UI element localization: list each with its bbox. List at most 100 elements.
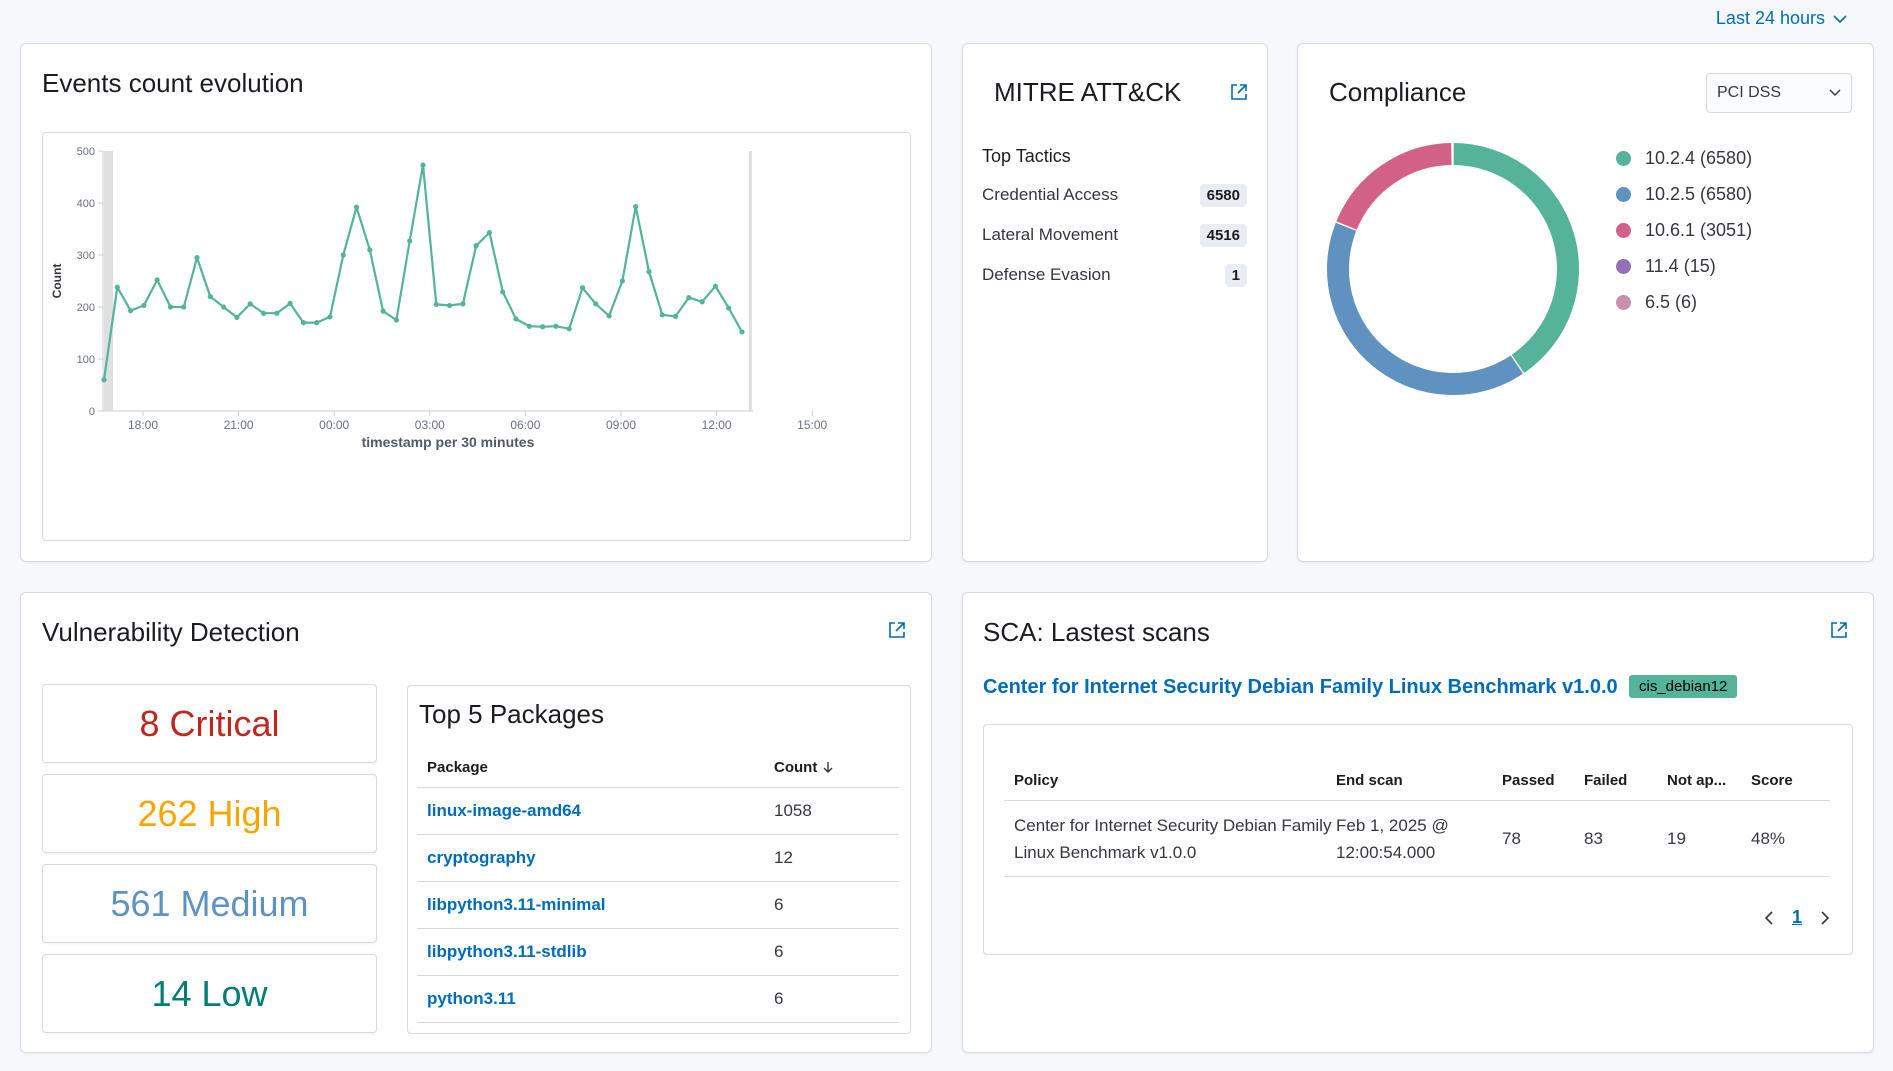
page-number-current[interactable]: 1 xyxy=(1791,907,1802,927)
x-tick-label: 21:00 xyxy=(224,418,254,432)
column-header-score[interactable]: Score xyxy=(1751,772,1793,789)
column-header-package[interactable]: Package xyxy=(427,759,488,776)
data-point xyxy=(340,252,346,258)
package-link[interactable]: libpython3.11-stdlib xyxy=(427,942,587,961)
compliance-panel: Compliance PCI DSS 10.2.4 (6580) 10.2.5 … xyxy=(1297,43,1874,562)
data-point xyxy=(260,310,267,316)
tactic-row[interactable]: Credential Access 6580 xyxy=(982,181,1247,209)
table-row: libpython3.11-stdlib 6 xyxy=(417,929,899,976)
tactic-count-badge: 1 xyxy=(1224,263,1247,287)
data-point xyxy=(699,299,705,305)
x-axis-title: timestamp per 30 minutes xyxy=(362,434,535,450)
tactic-name: Defense Evasion xyxy=(982,265,1111,284)
passed-cell: 78 xyxy=(1502,828,1521,848)
severity-high-card[interactable]: 262 High xyxy=(42,774,377,853)
column-header-not-applicable[interactable]: Not ap... xyxy=(1667,772,1727,789)
data-point xyxy=(646,269,652,275)
data-point xyxy=(606,313,612,319)
package-count: 6 xyxy=(774,989,784,1008)
chevron-right-icon[interactable] xyxy=(1820,910,1830,926)
time-picker[interactable]: Last 24 hours xyxy=(1716,8,1847,29)
severity-low-card[interactable]: 14 Low xyxy=(42,954,377,1033)
data-point xyxy=(486,230,493,236)
x-tick-label: 18:00 xyxy=(128,418,158,432)
external-link-icon[interactable] xyxy=(1229,82,1249,102)
y-tick-label: 200 xyxy=(77,302,95,314)
panel-title: Vulnerability Detection xyxy=(42,617,300,647)
column-header-count[interactable]: Count xyxy=(774,759,899,776)
y-tick-label: 400 xyxy=(77,198,95,210)
data-point xyxy=(221,304,227,310)
data-point xyxy=(380,308,386,314)
package-count: 6 xyxy=(774,895,784,914)
x-tick-label: 00:00 xyxy=(319,418,349,432)
tactic-count-badge: 6580 xyxy=(1199,183,1247,207)
package-count: 1058 xyxy=(774,801,812,820)
chevron-left-icon[interactable] xyxy=(1764,910,1774,926)
failed-cell: 83 xyxy=(1584,828,1603,848)
donut-slice xyxy=(1336,143,1452,230)
tactic-row[interactable]: Lateral Movement 4516 xyxy=(982,221,1247,249)
legend-item[interactable]: 10.2.5 (6580) xyxy=(1616,176,1752,212)
column-header-policy[interactable]: Policy xyxy=(1014,772,1059,789)
column-header-passed[interactable]: Passed xyxy=(1502,772,1555,789)
legend-label: 10.2.4 (6580) xyxy=(1645,147,1753,168)
legend-label: 11.4 (15) xyxy=(1645,255,1716,276)
data-point xyxy=(500,289,506,295)
table-row: python3.11 6 xyxy=(417,976,899,1023)
column-header-failed[interactable]: Failed xyxy=(1584,772,1628,789)
y-tick-label: 300 xyxy=(77,250,95,262)
package-link[interactable]: python3.11 xyxy=(427,989,516,1008)
legend-item[interactable]: 6.5 (6) xyxy=(1616,284,1752,320)
package-link[interactable]: cryptography xyxy=(427,848,536,867)
top-tactics-heading: Top Tactics xyxy=(982,146,1071,166)
compliance-standard-select[interactable]: PCI DSS xyxy=(1706,73,1852,113)
compliance-legend: 10.2.4 (6580) 10.2.5 (6580) 10.6.1 (3051… xyxy=(1616,140,1752,320)
data-point xyxy=(446,302,453,309)
legend-dot xyxy=(1616,258,1631,274)
package-link[interactable]: linux-image-amd64 xyxy=(427,801,581,820)
table-row: libpython3.11-minimal 6 xyxy=(417,882,899,929)
table-row: linux-image-amd64 1058 xyxy=(417,788,899,835)
table-header: Policy End scan Passed Failed Not ap... … xyxy=(1004,761,1830,801)
data-point xyxy=(367,247,373,253)
series-line xyxy=(102,163,743,380)
data-point xyxy=(314,320,320,326)
donut-slice xyxy=(1327,222,1523,395)
panel-title: MITRE ATT&CK xyxy=(994,77,1182,107)
legend-item[interactable]: 10.2.4 (6580) xyxy=(1616,140,1752,176)
policy-cell: Center for Internet Security Debian Fami… xyxy=(1014,815,1332,862)
severity-medium-card[interactable]: 561 Medium xyxy=(42,864,377,943)
events-count-panel: Events count evolution 0 100 200 300 400 500 1… xyxy=(20,43,932,562)
time-picker-label[interactable]: Last 24 hours xyxy=(1715,8,1825,28)
data-point xyxy=(300,320,306,326)
legend-label: 6.5 (6) xyxy=(1645,291,1698,312)
events-chart: 0 100 200 300 400 500 18:00 21:00 00:00 03:00 06:0… xyxy=(42,132,911,541)
pagination: 1 xyxy=(1764,907,1830,928)
external-link-icon[interactable] xyxy=(887,620,907,640)
package-count: 6 xyxy=(774,942,784,961)
data-point xyxy=(194,255,200,261)
external-link-icon[interactable] xyxy=(1829,620,1849,640)
severity-critical-card[interactable]: 8 Critical xyxy=(42,684,377,763)
y-tick-label: 0 xyxy=(89,406,95,418)
score-cell: 48% xyxy=(1751,828,1786,848)
data-point xyxy=(127,308,134,314)
package-link[interactable]: libpython3.11-minimal xyxy=(427,895,606,914)
range-shade-right xyxy=(749,151,752,411)
legend-dot xyxy=(1616,150,1631,166)
table-row[interactable]: Center for Internet Security Debian Fami… xyxy=(1004,801,1830,877)
chevron-down-icon[interactable] xyxy=(1833,14,1847,24)
severity-label: 14 Low xyxy=(151,972,268,1014)
severity-label: 262 High xyxy=(137,792,282,834)
data-point xyxy=(566,326,572,332)
data-point xyxy=(619,278,625,284)
tactic-count-badge: 4516 xyxy=(1199,223,1247,247)
column-header-end-scan[interactable]: End scan xyxy=(1336,772,1403,789)
tactic-row[interactable]: Defense Evasion 1 xyxy=(982,261,1247,289)
benchmark-link[interactable]: Center for Internet Security Debian Fami… xyxy=(983,676,1618,698)
legend-item[interactable]: 10.6.1 (3051) xyxy=(1616,212,1752,248)
data-point xyxy=(181,304,187,310)
panel-title: Compliance xyxy=(1329,77,1467,107)
legend-item[interactable]: 11.4 (15) xyxy=(1616,248,1752,284)
